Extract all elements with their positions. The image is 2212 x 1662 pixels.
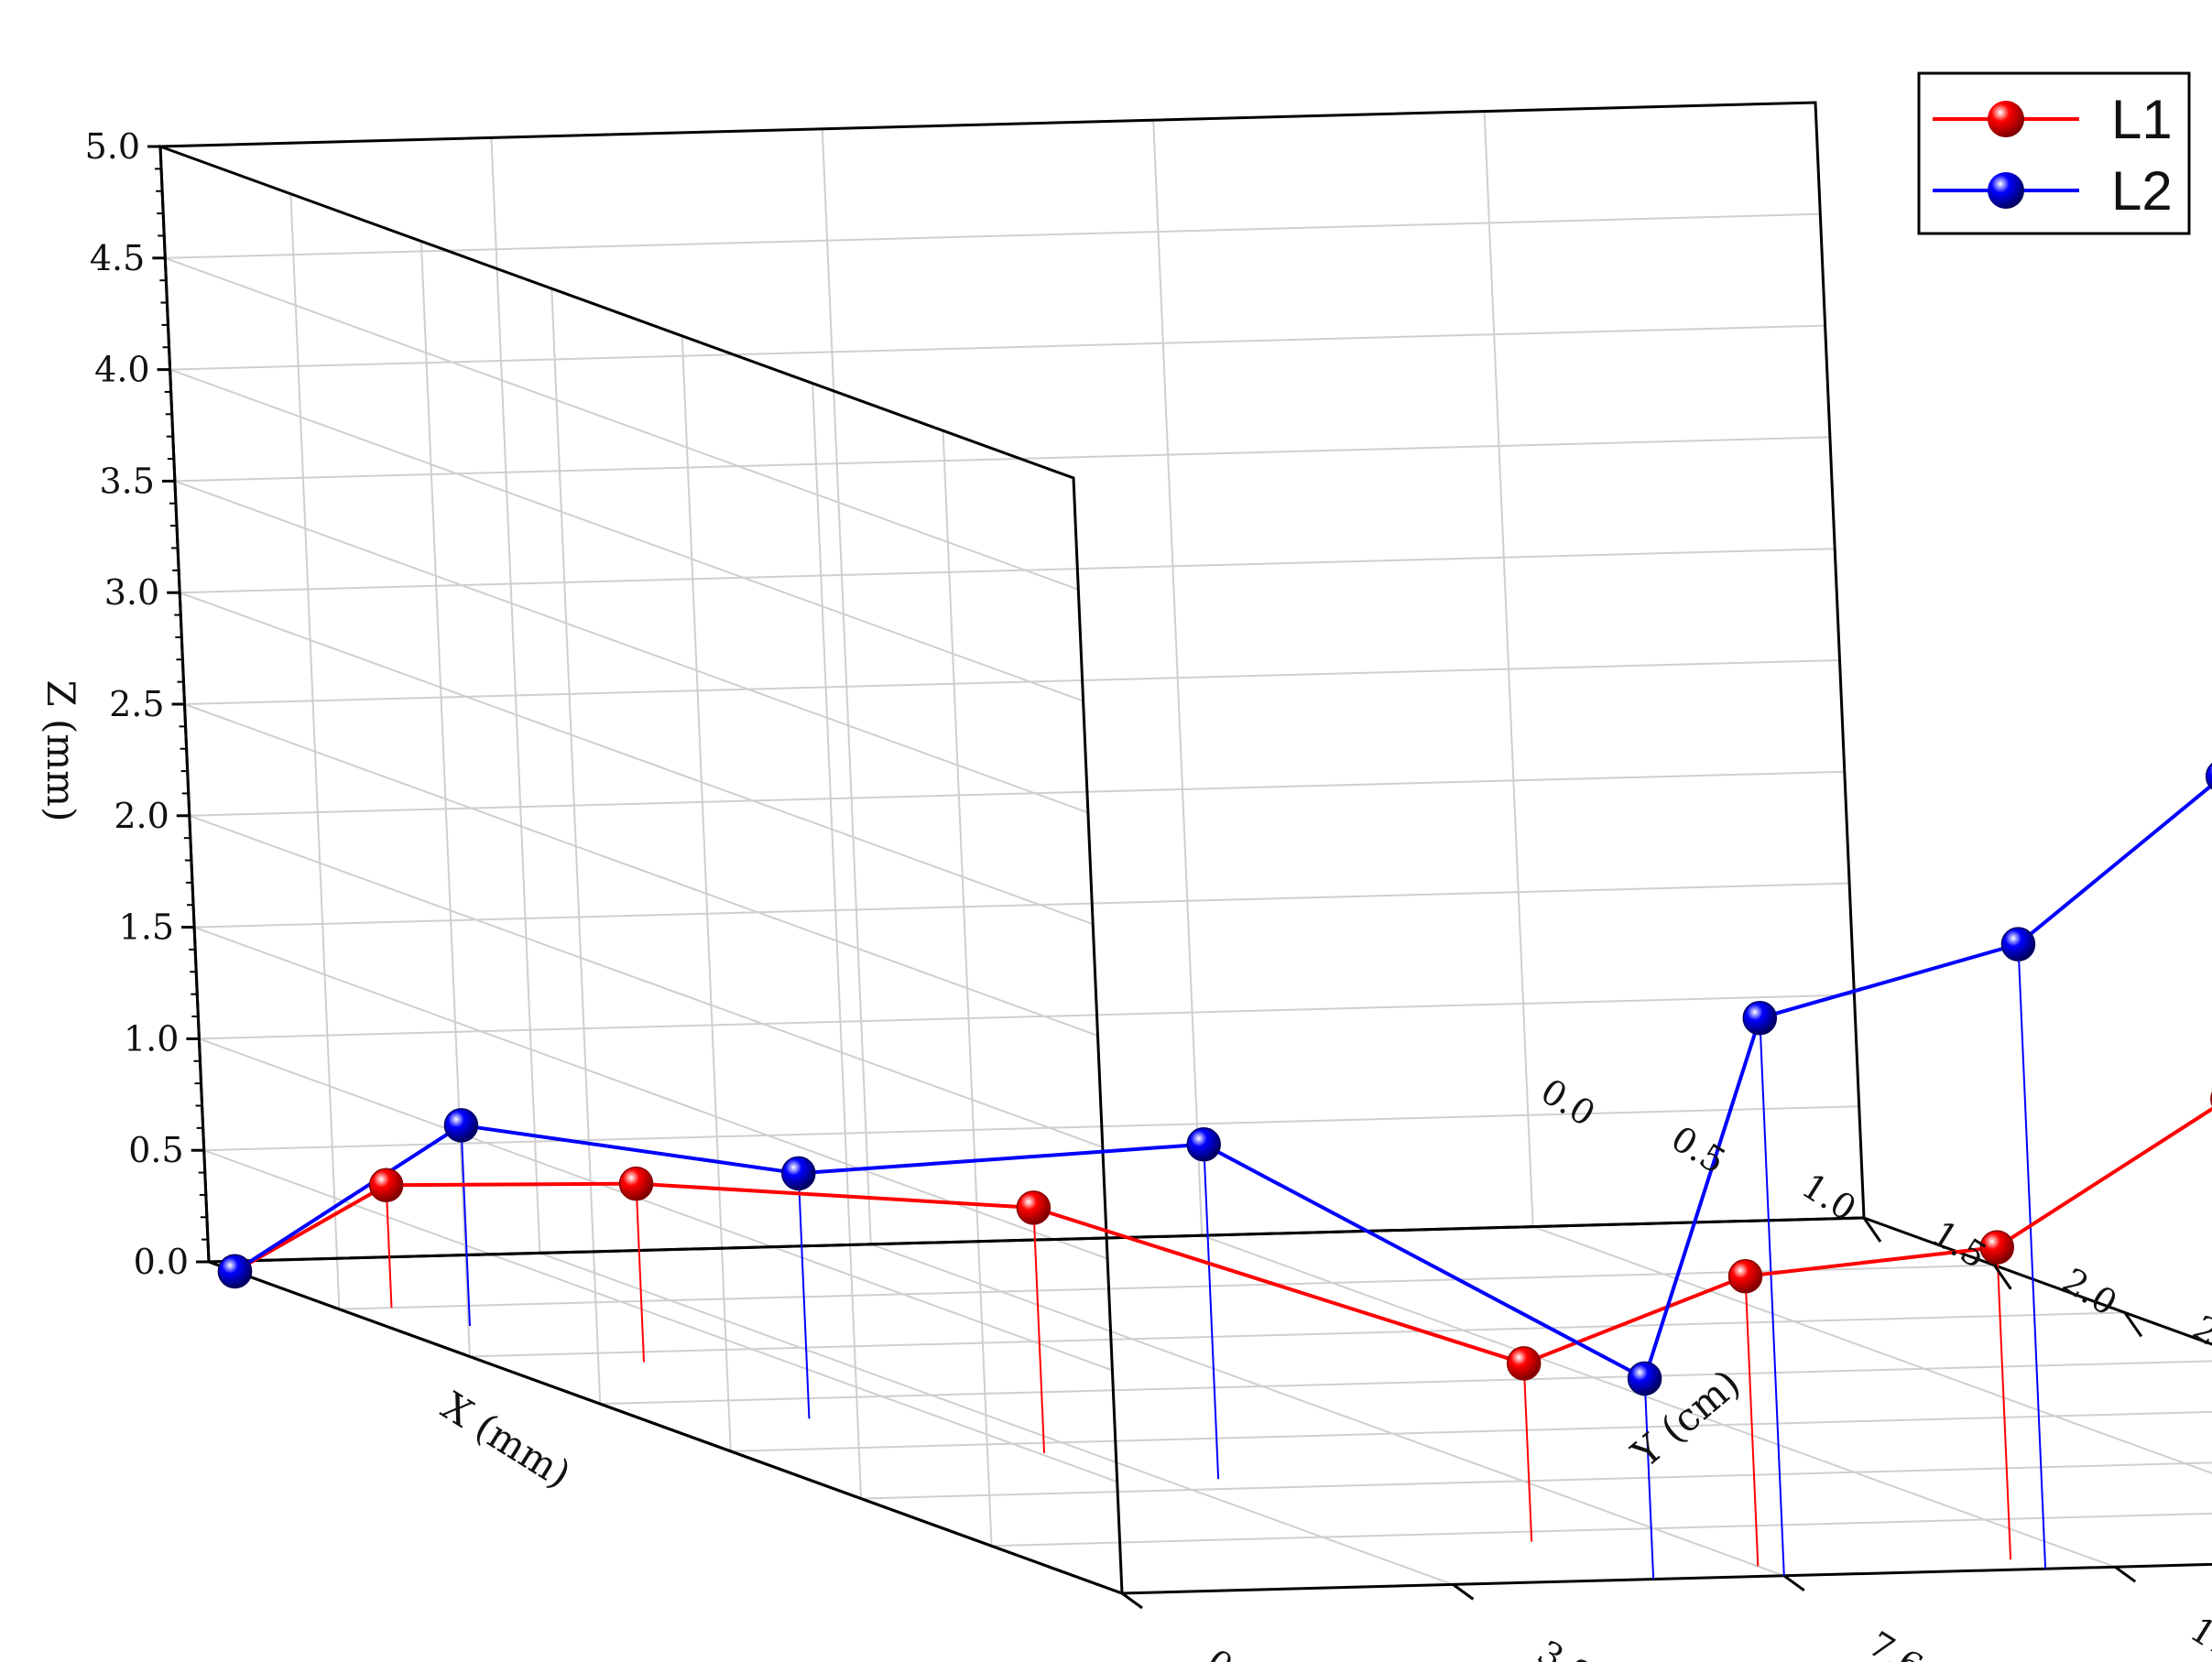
L2-line [234, 782, 2212, 1382]
x-tick-label: 0.5 [1664, 1118, 1733, 1181]
L1-point [618, 1166, 654, 1201]
floor-grid-line [469, 1311, 2125, 1358]
x-axis-title: X (mm) [434, 1384, 579, 1497]
left-wall-grid-line [164, 256, 1079, 591]
x-tick-label: 0.0 [1534, 1070, 1603, 1134]
z-tick-label: 3.0 [104, 572, 159, 613]
z-tick-label: 2.5 [109, 684, 164, 724]
L2-drop-line [1759, 1017, 1785, 1576]
x-tick-mark [2123, 1311, 2143, 1338]
y-tick-mark [1452, 1583, 1475, 1601]
z-tick-label: 4.5 [90, 238, 145, 278]
right-wall-grid-line [180, 548, 1836, 594]
legend-marker-L2 [1988, 172, 2024, 209]
z-tick-label: 5.0 [85, 126, 140, 167]
series-lines [234, 782, 2212, 1382]
L2-point [443, 1108, 479, 1143]
drop-lines [385, 944, 2047, 1580]
left-wall-grid-line [169, 368, 1084, 702]
floor-grid-line [991, 1512, 2212, 1548]
z-tick-label: 0.0 [134, 1242, 189, 1282]
L2-drop-line [2017, 944, 2047, 1570]
L2-point [2205, 763, 2212, 790]
L1-drop-line [635, 1183, 646, 1363]
L2-drop-line [797, 1173, 811, 1419]
right-wall-grid-line [203, 1105, 1859, 1152]
L2-point [781, 1156, 816, 1191]
L2-point [217, 1254, 253, 1289]
grid [159, 102, 2212, 1594]
floor-grid-line [1121, 1563, 2212, 1594]
L1-point [1016, 1190, 1052, 1225]
L1-point [1506, 1346, 1542, 1381]
right-wall-grid-line [174, 436, 1830, 483]
L2-drop-line [1643, 1378, 1655, 1580]
x-tick-mark [1993, 1264, 2012, 1290]
left-wall-grid-line [199, 1037, 1113, 1372]
z-tick-label: 1.5 [119, 907, 174, 948]
left-wall-grid-line [174, 480, 1089, 814]
y-tick-label: 0.0 [1200, 1641, 1269, 1662]
right-wall-grid-line [189, 770, 1845, 817]
L1-drop-line [1996, 1247, 2012, 1560]
L1-point [368, 1168, 404, 1202]
y-tick-mark [1782, 1574, 1805, 1592]
floor-grid-line [1532, 1225, 2212, 1474]
legend-label-L1: L1 [2111, 89, 2173, 150]
floor-grid-line [1201, 1234, 2116, 1569]
y-tick-mark [1121, 1591, 1143, 1610]
series-markers [217, 763, 2212, 1396]
z-axis-title: Z (mm) [38, 680, 83, 822]
floor-grid-line [870, 1243, 1785, 1577]
L2-point [1742, 1001, 1778, 1036]
right-wall-grid-line [194, 882, 1850, 929]
floor-grid-line [539, 1252, 1454, 1586]
floor-grid-line [861, 1461, 2212, 1500]
left-wall-grid-line [189, 814, 1104, 1148]
floor-grid-line [339, 1264, 1995, 1310]
z-tick-label: 2.0 [114, 796, 169, 836]
y-tick-label: 3.8 [1531, 1633, 1599, 1662]
L1-point [1979, 1230, 2015, 1265]
L2-drop-line [1203, 1144, 1220, 1480]
left-wall-grid-line [179, 592, 1094, 926]
L1-point [1727, 1259, 1763, 1294]
L2-drop-line [460, 1124, 471, 1327]
L1-drop-line [1522, 1363, 1533, 1542]
z-tick-label: 0.5 [128, 1130, 183, 1170]
floor-grid-line [600, 1360, 2212, 1406]
right-wall-grid-line [184, 659, 1840, 705]
L2-point [1186, 1126, 1221, 1162]
axes-frame [158, 101, 2212, 1596]
z-tick-label: 1.0 [124, 1018, 179, 1059]
z-tick-label: 4.0 [94, 350, 149, 390]
L1-line [234, 1106, 2212, 1365]
legend-label-L2: L2 [2111, 160, 2173, 222]
L1-drop-line [1744, 1276, 1760, 1567]
y-tick-label: 7.6 [1861, 1624, 1930, 1662]
y-tick-label: 11.4 [2184, 1609, 2212, 1662]
right-wall-grid-line [199, 994, 1855, 1040]
legend-marker-L1 [1988, 101, 2024, 137]
frame-outline [208, 1216, 2212, 1595]
left-wall-grid-line [203, 1149, 1118, 1483]
legend-box [1917, 71, 2191, 235]
right-wall-grid-line [169, 324, 1825, 371]
right-wall-grid-line [165, 212, 1821, 259]
L2-point [2000, 927, 2036, 961]
z-tick-label: 3.5 [99, 461, 154, 501]
x-tick-mark [1862, 1217, 1882, 1243]
left-wall-grid-line [184, 703, 1098, 1037]
y-tick-mark [2114, 1565, 2137, 1583]
L2-point [1627, 1361, 1662, 1396]
L1-drop-line [1032, 1207, 1046, 1453]
L1-drop-line [385, 1185, 393, 1309]
floor-grid-line [730, 1410, 2212, 1452]
